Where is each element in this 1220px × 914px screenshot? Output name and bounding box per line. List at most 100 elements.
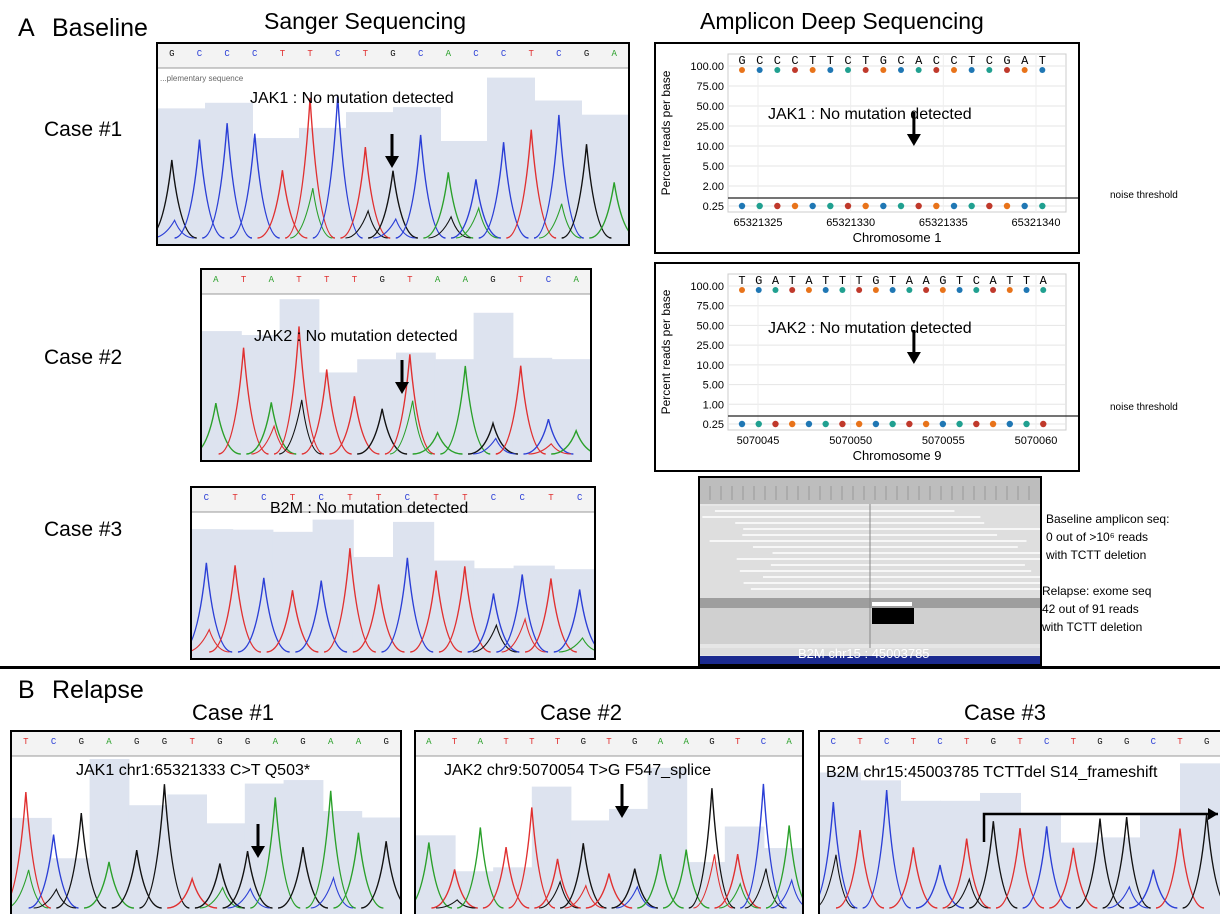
coverage-dot — [839, 287, 846, 293]
base-letter: T — [856, 274, 863, 288]
base-letter: C — [844, 54, 851, 68]
relapse-chromatogram-case-1: T C G A G G T G G A G A A G JAK1 chr1:65321333 C>T Q5… — [10, 730, 402, 914]
noise-dot — [1040, 420, 1047, 428]
base-call: C — [204, 493, 210, 503]
base-call: T — [555, 737, 561, 747]
trace-peak — [158, 219, 195, 239]
quality-block — [357, 359, 397, 460]
trace-peak — [428, 215, 471, 239]
noise-dot — [789, 420, 796, 428]
coverage-dot — [822, 287, 829, 293]
coverage-dot — [973, 287, 980, 293]
y-tick-label: 10.00 — [696, 141, 724, 153]
noise-dot — [756, 202, 763, 210]
quality-block — [192, 529, 234, 658]
base-call: C — [319, 493, 325, 503]
coverage-dot — [898, 67, 904, 73]
noise-dot — [933, 202, 940, 210]
base-letter: A — [1040, 274, 1048, 288]
down-arrow-head — [906, 134, 921, 146]
quality-block — [1180, 763, 1220, 914]
x-axis-label: Chromosome 1 — [853, 230, 942, 245]
case-1-label: Case #1 — [44, 118, 123, 141]
noise-dot — [922, 420, 930, 428]
coverage-dot — [1040, 287, 1047, 293]
base-letter: A — [906, 274, 914, 288]
quality-block — [206, 823, 246, 914]
down-arrow-head — [906, 352, 921, 364]
trace-peak — [367, 170, 419, 239]
base-letter: C — [774, 54, 781, 68]
x-tick-label: 65321325 — [734, 217, 783, 229]
base-call: A — [683, 737, 689, 747]
quality-block — [980, 792, 1021, 914]
base-call: A — [106, 737, 112, 747]
noise-dot — [872, 420, 880, 428]
trace-peak — [534, 858, 581, 909]
noise-dot — [950, 202, 958, 210]
frameshift-arrow-icon — [982, 812, 1218, 842]
trace-peak — [305, 790, 356, 909]
base-call: C — [761, 737, 767, 747]
quality-block — [1020, 814, 1061, 914]
igv-read — [735, 522, 985, 524]
quality-block — [167, 794, 207, 914]
trace-peak — [820, 854, 856, 909]
trace-peak — [533, 114, 584, 239]
plot-area — [727, 53, 1067, 213]
base-letter: T — [822, 274, 829, 288]
base-letter: T — [1006, 274, 1013, 288]
coverage-dot — [805, 287, 812, 293]
relapse-note: JAK1 chr1:65321333 C>T Q503* — [76, 762, 311, 779]
trace-peak — [482, 846, 530, 909]
coverage-dot — [792, 67, 798, 73]
relapse-chromatogram-case-2: A T A T T T G T G A A G T C A JAK2 chr9:5070054 T>G F5… — [414, 730, 804, 914]
relapse-note: B2M chr15:45003785 TCTTdel S14_frameshif… — [826, 764, 1158, 781]
quality-block — [609, 808, 649, 914]
noise-dot — [791, 202, 799, 210]
quality-block — [513, 565, 555, 658]
trace-peak — [357, 408, 408, 455]
base-letter: G — [1003, 54, 1010, 68]
trace-peak — [528, 442, 571, 455]
coverage-dot — [774, 67, 781, 73]
noise-dot — [1006, 420, 1013, 428]
base-call: T — [1017, 737, 1023, 747]
base-call: A — [328, 737, 334, 747]
trace-peak — [467, 593, 520, 653]
trace-peak — [457, 827, 504, 909]
quality-block — [1060, 842, 1101, 914]
coverage-dot — [1004, 67, 1010, 73]
base-call: G — [383, 737, 388, 747]
sequence-bar — [158, 44, 628, 68]
igv-read — [772, 552, 1040, 554]
base-letter: C — [950, 54, 957, 68]
base-call: A — [786, 737, 792, 747]
coverage-dot — [956, 287, 963, 293]
trace-peak — [361, 841, 400, 909]
quality-block — [763, 848, 802, 914]
trace-peak — [209, 565, 262, 653]
quality-block — [352, 556, 394, 658]
base-letter: G — [872, 274, 879, 288]
coverage-dot — [880, 67, 887, 73]
y-tick-label: 75.00 — [696, 301, 724, 313]
sequence-bar — [202, 270, 590, 294]
base-call: G — [169, 49, 174, 59]
base-call: T — [307, 49, 313, 59]
quality-block — [581, 114, 628, 244]
igv-read — [714, 510, 955, 512]
base-letter: T — [789, 274, 796, 288]
sanger-note: B2M : No mutation detected — [270, 500, 469, 517]
base-call: G — [245, 737, 250, 747]
base-call: T — [189, 737, 195, 747]
quality-block — [553, 569, 594, 658]
base-call: C — [418, 49, 424, 59]
y-tick-label: 2.00 — [703, 181, 724, 193]
trace-peak — [416, 842, 453, 909]
amplicon-dot-plot: Percent reads per base 100.00 75.00 50.00 25… — [659, 273, 1078, 463]
coverage-dot — [1006, 287, 1013, 293]
igv-read — [709, 540, 1027, 542]
trace-peak — [553, 589, 594, 653]
base-letter: C — [791, 54, 798, 68]
